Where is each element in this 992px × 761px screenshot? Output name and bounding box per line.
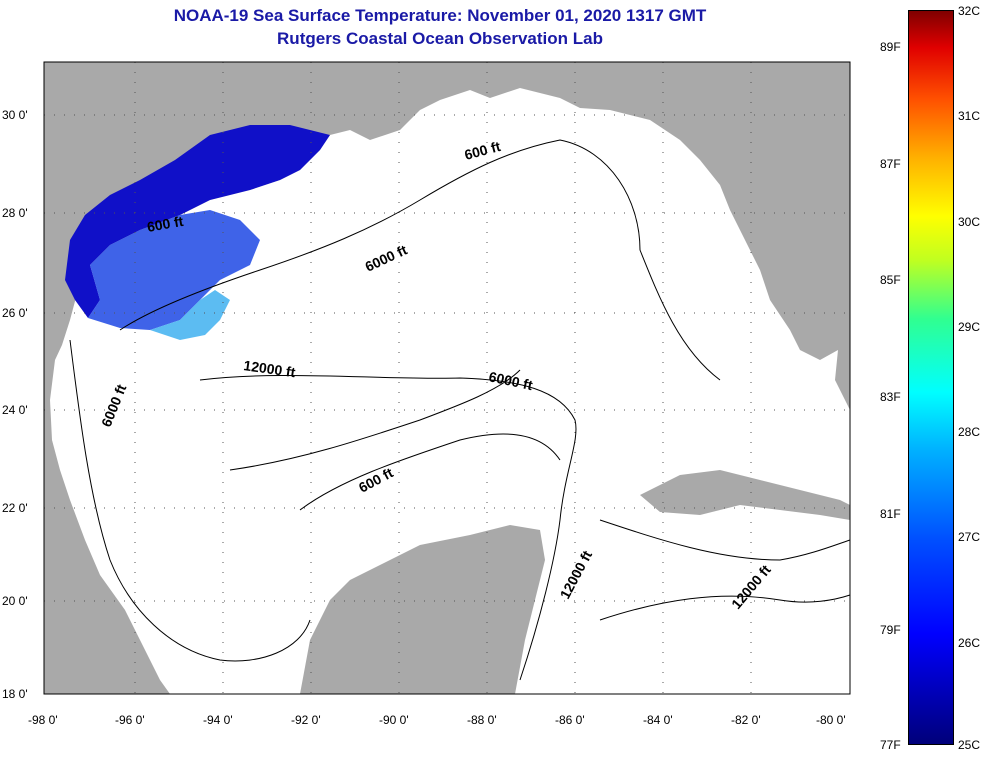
lon-tick-label: -86 0' <box>555 713 585 727</box>
temperature-colorbar <box>908 10 954 745</box>
colorbar-celsius-label: 30C <box>958 215 981 229</box>
land-yucatan <box>300 525 545 694</box>
lat-tick-label: 30 0' <box>2 108 28 122</box>
lon-tick-label: -96 0' <box>115 713 145 727</box>
lat-tick-label: 26 0' <box>2 306 28 320</box>
contour-label: 12000 ft <box>243 357 297 380</box>
lat-tick-label: 22 0' <box>2 501 28 515</box>
lat-tick-label: 18 0' <box>2 687 28 701</box>
colorbar-celsius-label: 31C <box>958 109 981 123</box>
lon-tick-label: -90 0' <box>379 713 409 727</box>
lon-tick-label: -84 0' <box>643 713 673 727</box>
lat-tick-label: 20 0' <box>2 594 28 608</box>
colorbar-celsius-label: 25C <box>958 738 981 752</box>
colorbar-fahrenheit-label: 81F <box>880 507 901 521</box>
colorbar-fahrenheit-label: 85F <box>880 273 901 287</box>
lon-tick-label: -88 0' <box>467 713 497 727</box>
lon-tick-label: -92 0' <box>291 713 321 727</box>
title-line-1: NOAA-19 Sea Surface Temperature: Novembe… <box>173 6 707 25</box>
colorbar-celsius-label: 27C <box>958 530 981 544</box>
colorbar-fahrenheit-label: 83F <box>880 390 901 404</box>
lon-tick-label: -80 0' <box>816 713 846 727</box>
title-line-2: Rutgers Coastal Ocean Observation Lab <box>277 29 603 48</box>
lon-tick-label: -82 0' <box>731 713 761 727</box>
sst-overlay-mid <box>88 210 260 330</box>
lon-tick-label: -98 0' <box>28 713 58 727</box>
colorbar-celsius-label: 32C <box>958 4 981 18</box>
contour-label: 600 ft <box>146 213 185 235</box>
axes-frame <box>43 61 851 695</box>
land-us <box>44 62 850 694</box>
colorbar-fahrenheit-label: 77F <box>880 738 901 752</box>
colorbar-fahrenheit-label: 79F <box>880 623 901 637</box>
land-cuba <box>640 470 850 520</box>
colorbar-celsius-label: 29C <box>958 320 981 334</box>
sst-overlay-dark <box>65 125 330 318</box>
colorbar-fahrenheit-label: 89F <box>880 40 901 54</box>
lon-tick-label: -94 0' <box>203 713 233 727</box>
lat-tick-label: 28 0' <box>2 206 28 220</box>
lat-tick-label: 24 0' <box>2 403 28 417</box>
sst-overlay-light <box>150 290 230 340</box>
colorbar-celsius-label: 28C <box>958 425 981 439</box>
colorbar-celsius-label: 26C <box>958 636 981 650</box>
colorbar-fahrenheit-label: 87F <box>880 157 901 171</box>
bathymetry-contours <box>69 139 851 681</box>
